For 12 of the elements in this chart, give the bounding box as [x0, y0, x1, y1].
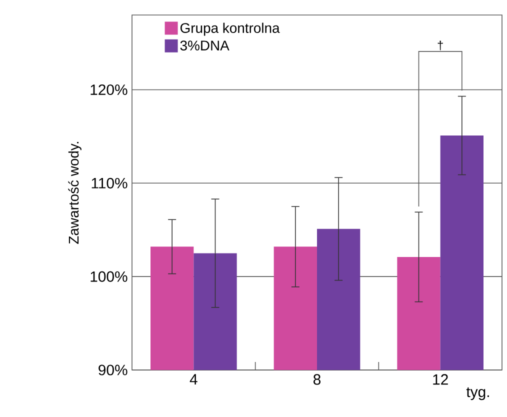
y-tick-label: 90%	[98, 364, 128, 376]
y-tick-label: 100%	[90, 271, 128, 282]
x-tick-label: 4	[190, 374, 198, 384]
x-tick-label: 12	[433, 374, 448, 385]
legend-label: Grupa kontrolna	[180, 22, 280, 36]
annotation: †	[438, 40, 443, 50]
legend-label: 3%DNA	[180, 40, 230, 50]
y-tick-label: 110%	[92, 178, 128, 188]
x-axis-title: tyg.	[466, 387, 489, 400]
x-tick-label: 8	[314, 374, 320, 385]
y-axis-title: Zawartość wody.	[68, 142, 82, 244]
y-tick-label: 120%	[90, 84, 128, 96]
